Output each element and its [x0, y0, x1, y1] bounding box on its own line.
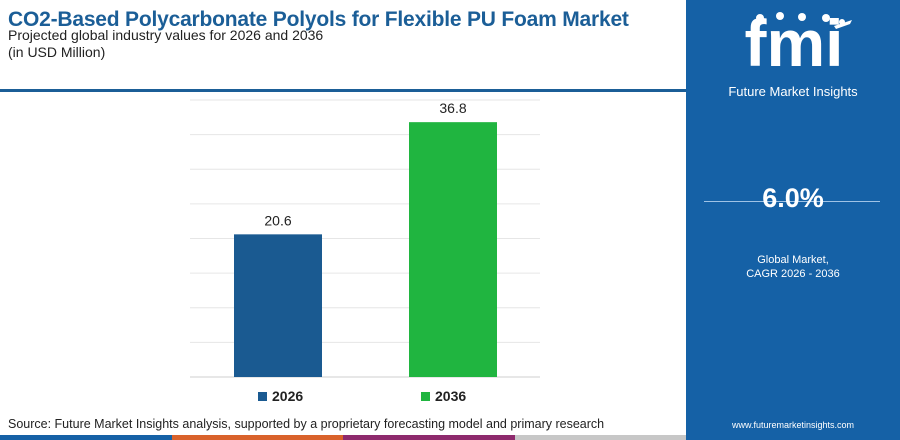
- cagr-label-market: Global Market,: [757, 254, 829, 266]
- chart-subtitle: Projected global industry values for 202…: [8, 27, 324, 43]
- bottom-color-strip: [0, 435, 686, 440]
- website-link[interactable]: www.futuremarketinsights.com: [731, 420, 855, 430]
- sidebar-panel: fmi Future Market Insights 6.0% Global M…: [686, 0, 900, 440]
- data-label-2036: 36.8: [439, 100, 466, 116]
- bar-2036: [409, 122, 497, 377]
- source-note: Source: Future Market Insights analysis,…: [8, 417, 605, 431]
- legend-item-2026: 2026: [258, 388, 303, 404]
- legend-swatch-2026: [258, 391, 267, 401]
- bar-2026: [234, 234, 322, 377]
- legend-swatch-2036: [421, 391, 430, 401]
- unit-label: (in USD Million): [8, 44, 106, 60]
- bar-chart: 20.6 36.8: [190, 99, 540, 378]
- bars: 20.6 36.8: [234, 100, 497, 377]
- cagr-divider: [704, 201, 880, 202]
- legend-item-2036: 2036: [421, 388, 466, 404]
- strip-segment: [0, 435, 172, 440]
- strip-segment: [171, 435, 343, 440]
- strip-segment: [514, 435, 686, 440]
- strip-segment: [343, 435, 515, 440]
- legend-label-2026: 2026: [272, 388, 304, 404]
- data-label-2026: 20.6: [264, 212, 291, 228]
- chart-header: CO2-Based Polycarbonate Polyols for Flex…: [0, 0, 686, 90]
- chart-title: CO2-Based Polycarbonate Polyols for Flex…: [8, 8, 629, 31]
- header-divider: [0, 89, 686, 92]
- legend-label-2036: 2036: [435, 388, 467, 404]
- logo-subtitle: Future Market Insights: [728, 84, 858, 99]
- fmi-logo: fmi: [745, 10, 852, 80]
- cagr-value: 6.0%: [762, 183, 824, 213]
- logo-figures-icon: [756, 12, 852, 29]
- cagr-label-period: CAGR 2026 - 2036: [746, 268, 840, 280]
